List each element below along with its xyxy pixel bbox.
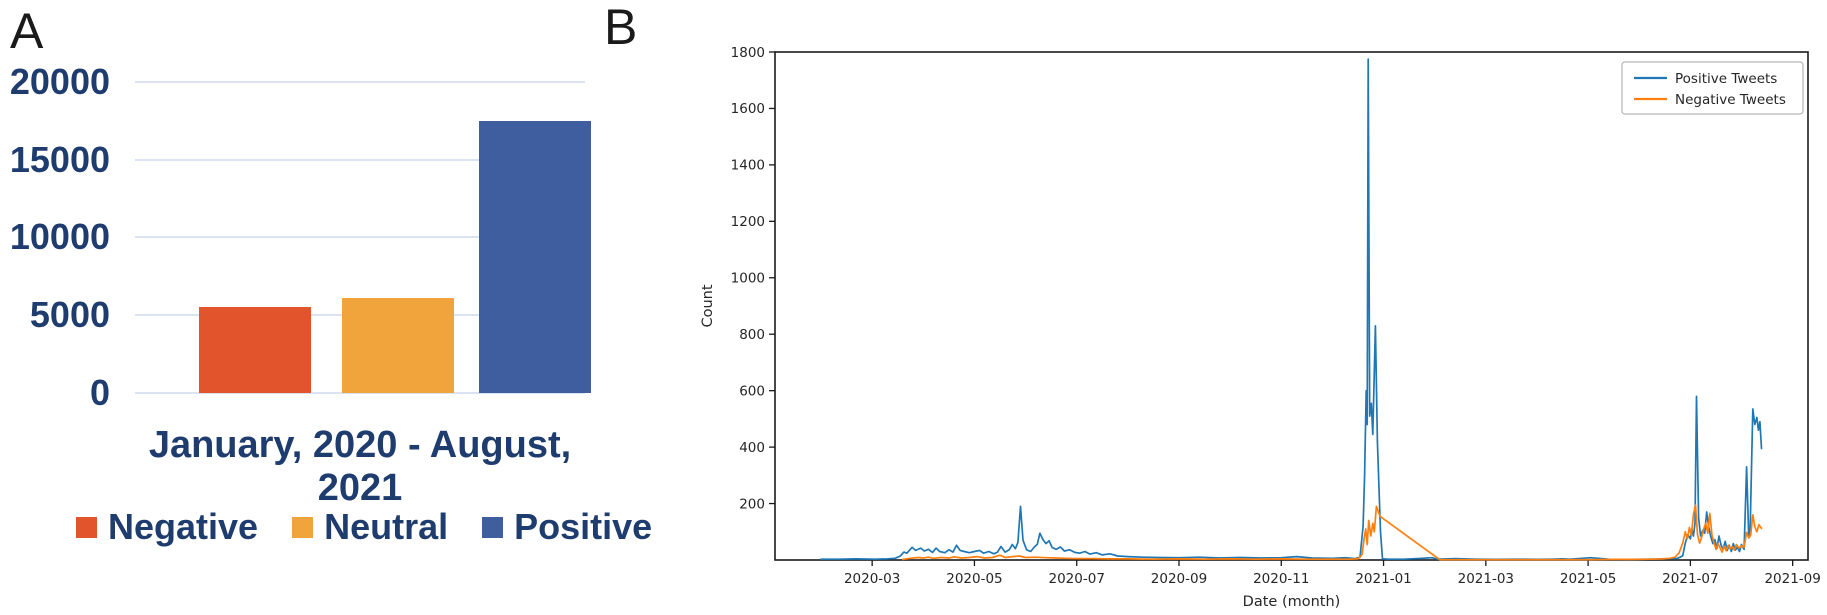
bar-chart-legend: Negative Neutral Positive	[76, 506, 652, 548]
gridline	[135, 392, 585, 394]
positive-swatch-icon	[482, 516, 504, 538]
legend-item-positive: Positive	[482, 506, 652, 548]
y-tick-label: 1200	[731, 214, 765, 230]
x-tick-label: 2021-01	[1355, 571, 1411, 587]
y-tick-label: 600	[739, 383, 765, 399]
x-tick-label: 2020-03	[844, 571, 900, 587]
gridline	[135, 236, 585, 239]
bar-negative	[199, 307, 311, 393]
y-tick-label: 5000	[29, 294, 110, 336]
x-tick-label: 2020-11	[1253, 571, 1309, 587]
y-axis-label: Count	[700, 284, 716, 327]
y-tick-label: 800	[739, 327, 765, 343]
x-tick-label: 2021-03	[1458, 571, 1514, 587]
x-tick-label: 2021-07	[1662, 571, 1718, 587]
positive-tweets-line	[820, 58, 1763, 561]
panel-a-label: A	[10, 3, 44, 59]
gridline	[135, 80, 585, 83]
y-tick-label: 1400	[731, 158, 765, 174]
plot-border	[774, 51, 1809, 561]
y-tick-label: 0	[89, 372, 110, 413]
bar-chart-plot-area	[135, 70, 591, 394]
x-tick-label: 2021-09	[1764, 571, 1820, 587]
y-tick-label: 10000	[9, 216, 110, 258]
legend-label: Neutral	[324, 506, 449, 547]
x-tick-label: 2020-09	[1151, 571, 1207, 587]
bar-positive	[479, 121, 591, 393]
line-chart-canvas: 200 400 600 800 1000 1200 1400 1600 1800 2020-03 2…	[700, 45, 1821, 610]
negative-tweets-line	[901, 504, 1763, 561]
x-tick-label: 2020-07	[1049, 571, 1105, 587]
y-tick-label: 1000	[731, 271, 765, 287]
legend-label: Positive	[514, 506, 653, 547]
negative-swatch-icon	[76, 516, 97, 538]
y-tick-label: 400	[739, 440, 765, 456]
legend-label: Negative Tweets	[1675, 92, 1786, 108]
gridline	[135, 158, 585, 161]
legend-item-negative: Negative	[76, 506, 258, 548]
legend-label: Positive Tweets	[1675, 71, 1777, 87]
y-tick-label: 200	[739, 496, 765, 512]
x-axis-label: Date (month)	[1243, 594, 1341, 610]
bar-neutral	[342, 298, 454, 393]
legend-label: Negative	[108, 506, 259, 547]
y-tick-label: 20000	[9, 60, 110, 102]
y-tick-label: 15000	[9, 138, 110, 180]
legend-item-neutral: Neutral	[292, 506, 448, 548]
line-chart-legend-box	[1621, 61, 1804, 115]
bar-chart-y-axis-labels: 0 5000 10000 15000 20000	[0, 61, 110, 413]
bar-chart-x-axis-label: January, 2020 - August, 2021	[148, 424, 572, 509]
x-tick-label: 2021-05	[1560, 571, 1616, 587]
x-tick-label: 2020-05	[946, 571, 1002, 587]
neutral-swatch-icon	[292, 516, 314, 538]
panel-b-label: B	[604, 0, 638, 55]
y-tick-label: 1600	[731, 101, 765, 117]
y-tick-label: 1800	[731, 45, 765, 61]
